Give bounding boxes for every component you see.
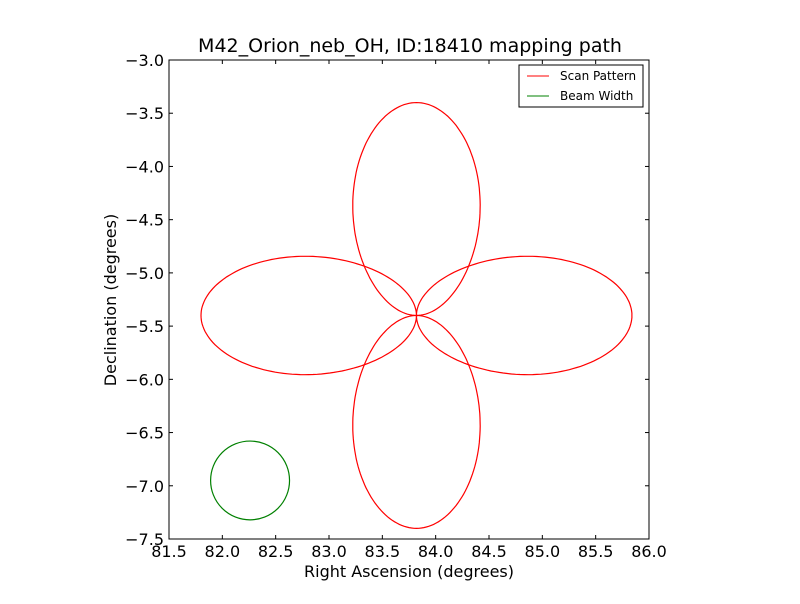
- scan-pattern-petal-east: [415, 255, 633, 376]
- scan-pattern-petal-south: [352, 314, 481, 530]
- y-tick-label: −5.5: [125, 317, 164, 336]
- scan-pattern-petal-north: [352, 101, 481, 317]
- x-tick-label: 82.0: [205, 542, 241, 561]
- y-tick-label: −6.0: [125, 370, 164, 389]
- x-tick-labels: 81.5 82.0 82.5 83.0 83.5 84.0 84.5 85.0 85.5 86.0: [151, 542, 667, 561]
- x-tick-label: 84.0: [418, 542, 454, 561]
- x-tick-label: 85.0: [525, 542, 561, 561]
- x-tick-label: 84.5: [471, 542, 507, 561]
- beam-width-circle: [210, 440, 291, 521]
- y-tick-labels: −3.0 −3.5 −4.0 −4.5 −5.0 −5.5 −6.0 −6.5 −7.0 −7.5: [125, 51, 164, 549]
- x-tick-label: 83.5: [365, 542, 401, 561]
- x-tick-label: 83.0: [311, 542, 347, 561]
- legend-label-scan-pattern: Scan Pattern: [560, 69, 636, 83]
- legend: Scan Pattern Beam Width: [518, 64, 644, 108]
- scan-pattern-petal-west: [200, 255, 418, 376]
- plot-border: [168, 59, 650, 540]
- y-tick-label: −7.5: [125, 530, 164, 549]
- legend-box: [518, 64, 644, 108]
- y-tick-label: −3.5: [125, 104, 164, 123]
- x-tick-label: 86.0: [631, 542, 667, 561]
- x-tick-label: 85.5: [578, 542, 614, 561]
- plot-frame: [169, 60, 649, 539]
- y-tick-label: −5.0: [125, 264, 164, 283]
- y-tick-label: −3.0: [125, 51, 164, 70]
- x-axis-label: Right Ascension (degrees): [304, 562, 514, 581]
- y-axis-label: Declination (degrees): [101, 214, 120, 386]
- y-tick-label: −7.0: [125, 477, 164, 496]
- series-layer: [200, 101, 633, 530]
- x-tick-label: 82.5: [258, 542, 294, 561]
- x-tick-label: 81.5: [151, 542, 187, 561]
- plot-area: [168, 59, 650, 540]
- y-tick-label: −4.0: [125, 157, 164, 176]
- y-tick-label: −4.5: [125, 211, 164, 230]
- y-tick-label: −6.5: [125, 424, 164, 443]
- chart-title: M42_Orion_neb_OH, ID:18410 mapping path: [198, 35, 622, 57]
- legend-label-beam-width: Beam Width: [560, 89, 633, 103]
